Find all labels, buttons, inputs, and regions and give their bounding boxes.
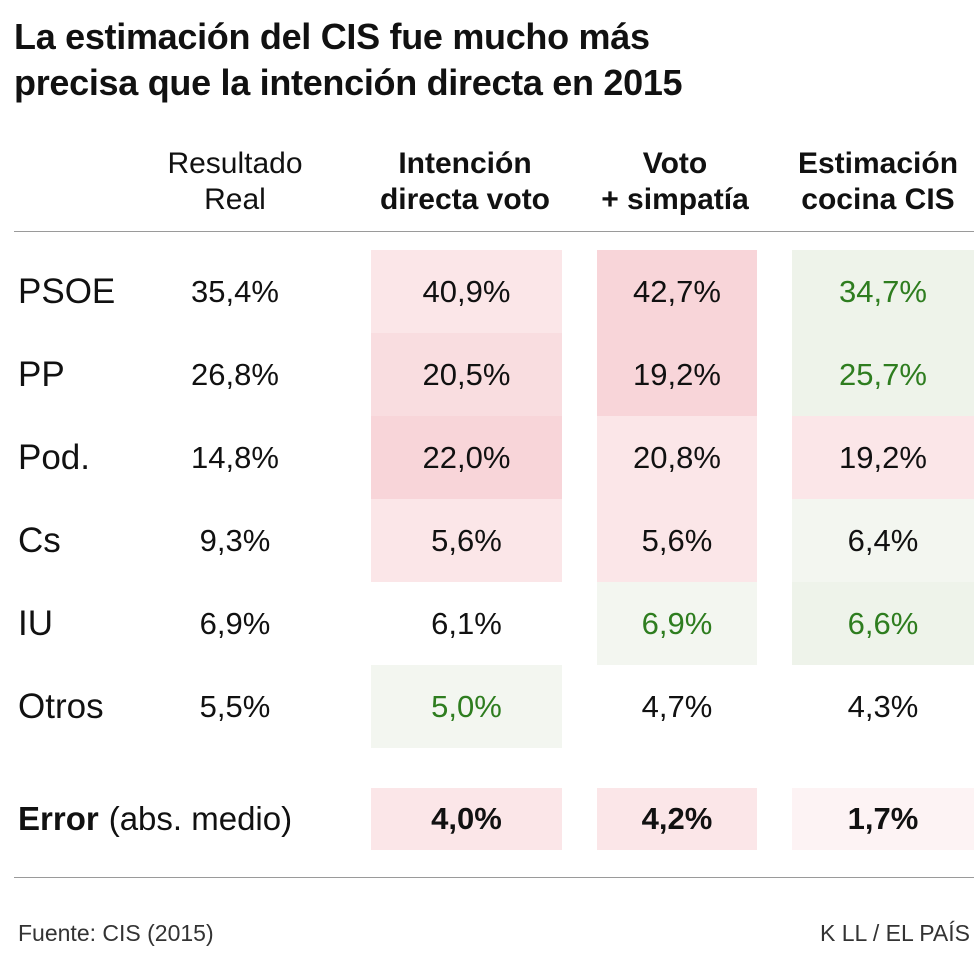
value-cell-estimacion-cis: 25,7% (792, 333, 974, 416)
value-cell-intencion-directa: 6,1% (431, 605, 502, 641)
source-note: Fuente: CIS (2015) (18, 920, 214, 946)
party-label: PSOE (18, 271, 116, 311)
error-sublabel: (abs. medio) (108, 800, 293, 837)
value-cell-resultado-real: 14,8% (191, 439, 279, 475)
credit-note: K LL / EL PAÍS (819, 920, 970, 946)
value-cell-estimacion-cis: 19,2% (792, 416, 974, 499)
value-cell-estimacion-cis: 6,4% (792, 499, 974, 582)
column-header-resultado-real: Resultado Real (160, 146, 310, 222)
value-cell-resultado-real: 5,5% (199, 688, 271, 724)
value-cell-voto-simpatia: 5,6% (597, 499, 757, 582)
party-label: PP (18, 354, 65, 394)
value-cell-intencion-directa: 22,0% (371, 416, 562, 499)
value-cell-resultado-real: 6,9% (199, 605, 271, 641)
error-label: Error (18, 800, 99, 837)
chart-title: La estimación del CIS fue mucho más prec… (14, 14, 964, 106)
value-cell-resultado-real: 26,8% (191, 356, 279, 392)
error-cell-estimacion: 1,7% (792, 788, 974, 850)
footer-divider (14, 877, 974, 878)
value-cell-resultado-real: 9,3% (199, 522, 271, 558)
column-header-estimacion-cis: Estimación cocina CIS (780, 146, 976, 222)
column-header-line-2: cocina CIS (801, 183, 955, 216)
column-header-intencion-directa: Intención directa voto (365, 146, 565, 222)
value-cell-voto-simpatia: 6,9% (597, 582, 757, 665)
value-cell-estimacion-cis: 4,3% (847, 688, 919, 724)
chart-title-line-1: La estimación del CIS fue mucho más (14, 16, 650, 57)
column-header-voto-simpatia: Voto + simpatía (585, 146, 765, 222)
party-label: Otros (18, 686, 104, 726)
error-row-label: Error (abs. medio) (18, 788, 292, 850)
error-cell-voto-simpatia: 4,2% (597, 788, 757, 850)
party-label: IU (18, 603, 53, 643)
party-label: Pod. (18, 437, 90, 477)
value-cell-intencion-directa: 5,0% (371, 665, 562, 748)
value-cell-intencion-directa: 5,6% (371, 499, 562, 582)
value-cell-intencion-directa: 20,5% (371, 333, 562, 416)
header-divider (14, 231, 974, 232)
party-label: Cs (18, 520, 61, 560)
column-header-line-2: directa voto (379, 183, 551, 216)
value-cell-resultado-real: 35,4% (191, 273, 279, 309)
value-cell-voto-simpatia: 42,7% (597, 250, 757, 333)
value-cell-estimacion-cis: 34,7% (792, 250, 974, 333)
error-cell-intencion: 4,0% (371, 788, 562, 850)
value-cell-voto-simpatia: 19,2% (597, 333, 757, 416)
value-cell-voto-simpatia: 4,7% (641, 688, 713, 724)
value-cell-voto-simpatia: 20,8% (597, 416, 757, 499)
column-header-line-1: Intención (398, 147, 532, 180)
chart-title-line-2: precisa que la intención directa en 2015 (14, 62, 683, 103)
column-header-line-2: Real (204, 183, 266, 216)
column-header-line-1: Resultado (167, 147, 303, 180)
column-header-line-2: + simpatía (601, 183, 749, 216)
column-header-line-1: Estimación (797, 147, 959, 180)
value-cell-intencion-directa: 40,9% (371, 250, 562, 333)
column-header-line-1: Voto (642, 147, 708, 180)
value-cell-estimacion-cis: 6,6% (792, 582, 974, 665)
